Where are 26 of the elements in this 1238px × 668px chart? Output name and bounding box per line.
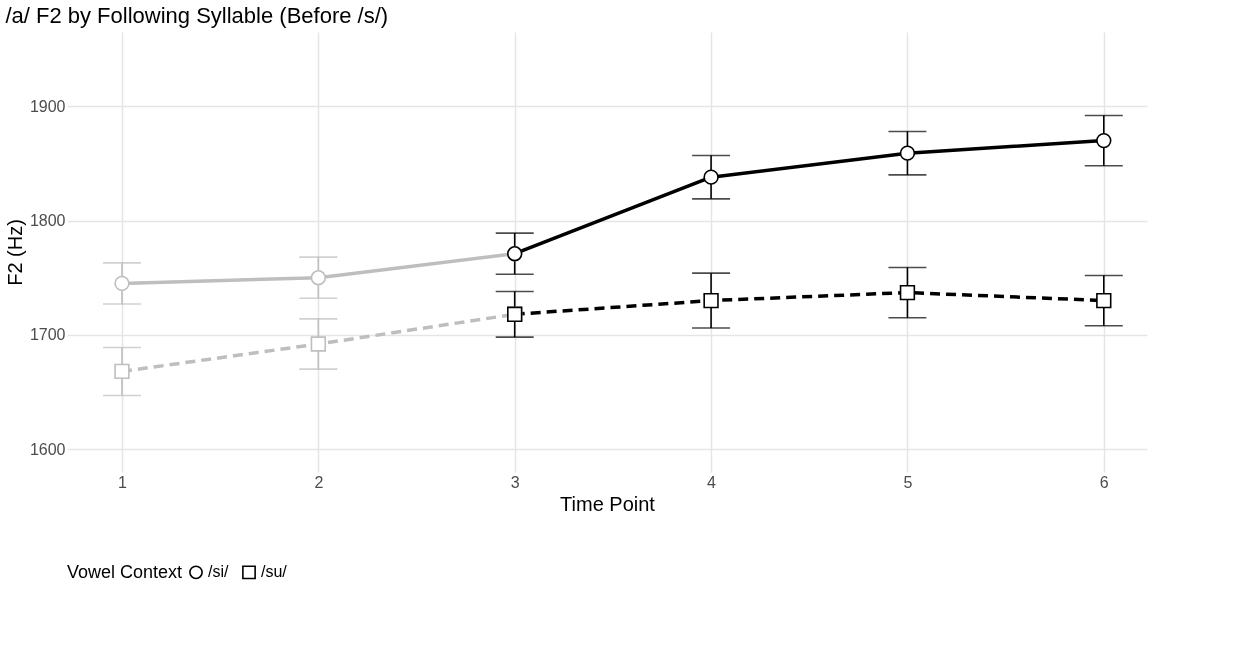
y-tick-label: 1900 bbox=[29, 97, 66, 115]
chart-title: /a/ F2 by Following Syllable (Before /s/) bbox=[5, 3, 389, 28]
y-tick-label: 1800 bbox=[29, 212, 66, 230]
point bbox=[1096, 132, 1112, 149]
y-tick-label: 1600 bbox=[29, 440, 66, 458]
point bbox=[310, 336, 327, 352]
y-tick-label: 1700 bbox=[29, 326, 66, 344]
x-axis-title: Time Point bbox=[560, 492, 656, 515]
point bbox=[114, 275, 130, 292]
x-tick-label: 3 bbox=[510, 473, 520, 491]
point bbox=[703, 169, 719, 185]
point bbox=[899, 284, 916, 301]
point bbox=[1096, 292, 1112, 309]
legend-label: /su/ bbox=[261, 563, 288, 581]
x-tick-label: 1 bbox=[118, 473, 128, 491]
legend-label: /si/ bbox=[208, 563, 229, 581]
x-tick-label: 5 bbox=[903, 473, 913, 491]
legend-title: Vowel Context bbox=[67, 562, 183, 582]
point bbox=[114, 363, 130, 380]
x-tick-label: 4 bbox=[707, 473, 717, 491]
x-tick-label: 2 bbox=[314, 473, 324, 491]
x-tick-label: 6 bbox=[1099, 473, 1109, 491]
point bbox=[899, 145, 916, 161]
point bbox=[703, 292, 719, 309]
y-axis-title: F2 (Hz) bbox=[3, 219, 26, 286]
point bbox=[310, 270, 327, 286]
